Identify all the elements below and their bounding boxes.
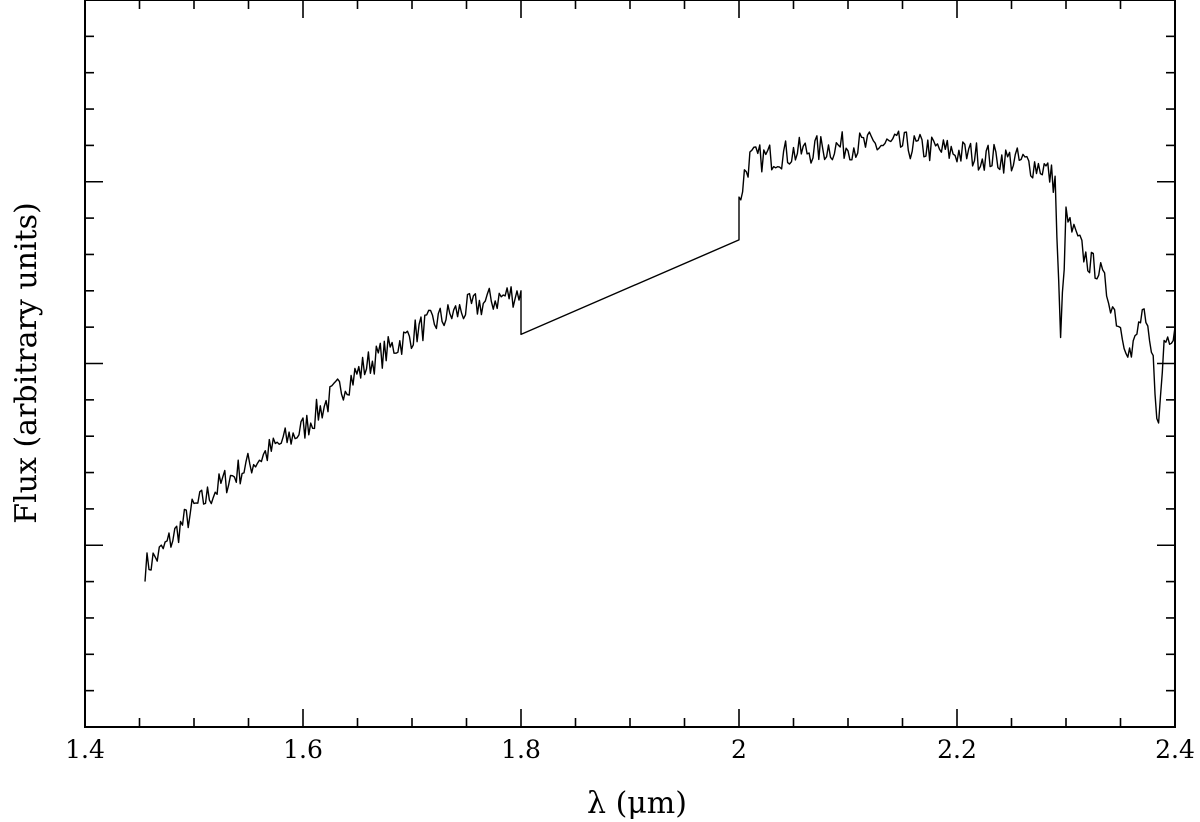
x-tick-label: 2.2 [937, 735, 977, 764]
spectrum-line [144, 130, 1176, 582]
axis-ticks [84, 0, 1176, 727]
x-tick-label: 1.8 [501, 735, 541, 764]
y-axis-label: Flux (arbitrary units) [9, 202, 44, 523]
x-tick-labels: 1.4 1.6 1.8 2 2.2 2.4 [65, 735, 1195, 764]
plot-frame [84, 0, 1176, 728]
x-tick-label: 2.4 [1155, 735, 1195, 764]
x-tick-label: 1.6 [283, 735, 323, 764]
x-tick-label: 1.4 [65, 735, 105, 764]
x-tick-label: 2 [731, 735, 747, 764]
x-axis-label: λ (μm) [587, 786, 687, 821]
